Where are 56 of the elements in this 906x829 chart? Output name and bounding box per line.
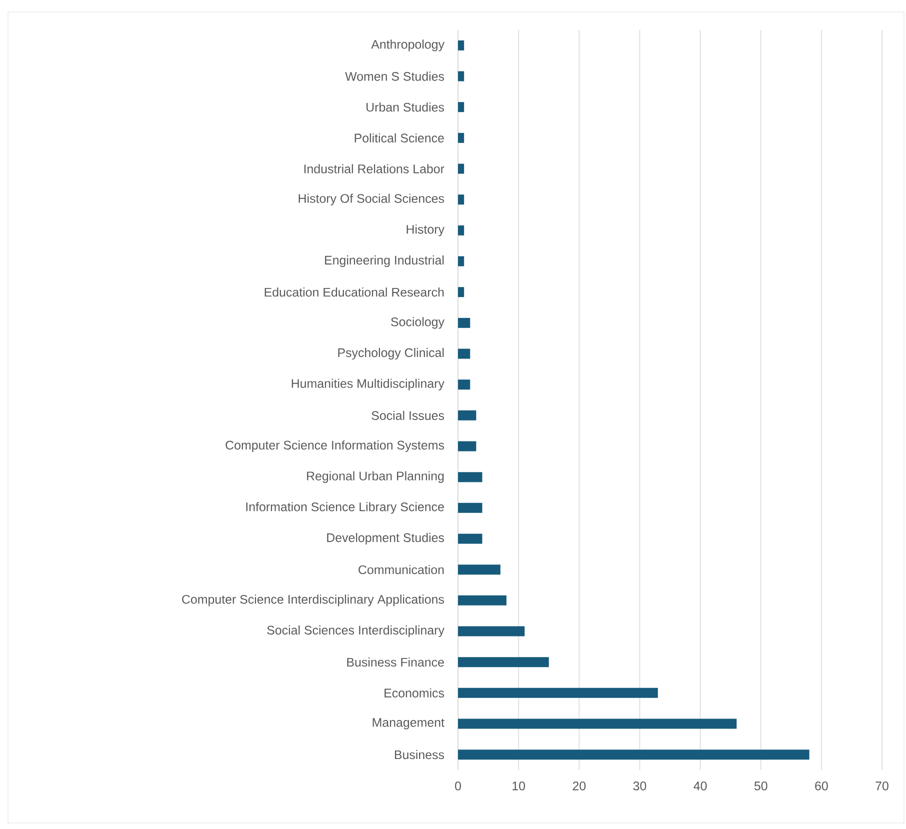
x-tick-label: 60 <box>815 782 828 790</box>
y-tick-label: Sociology <box>391 317 444 329</box>
x-tick-label: 10 <box>512 782 526 790</box>
bar <box>458 718 737 729</box>
y-tick-label: Communication <box>358 564 444 574</box>
x-tick-label: 40 <box>694 782 707 790</box>
y-tick-label: Information Science Library Science <box>246 502 444 514</box>
y-tick-label: Development Studies <box>327 532 444 545</box>
bar <box>458 287 464 298</box>
y-tick-label: Business Finance <box>347 657 444 667</box>
x-tick-label: 20 <box>572 782 586 790</box>
bar <box>458 225 464 236</box>
bar <box>458 595 506 606</box>
y-tick-label: Women S Studies <box>345 72 444 81</box>
y-tick-label: Social Issues <box>372 410 444 420</box>
bar <box>458 318 470 328</box>
bar <box>458 657 549 668</box>
y-tick-label: Regional Urban Planning <box>307 471 444 483</box>
y-tick-label: Industrial Relations Labor <box>304 164 444 174</box>
bar <box>458 441 476 452</box>
bar <box>458 348 470 359</box>
bar <box>458 534 482 544</box>
y-tick-label: Computer Science Information Systems <box>226 440 444 452</box>
bar <box>458 380 470 390</box>
bar <box>458 502 482 513</box>
bar <box>458 256 464 266</box>
bar <box>458 194 464 205</box>
y-tick-label: History Of Social Sciences <box>298 194 444 206</box>
y-tick-label: Urban Studies <box>366 102 444 112</box>
y-tick-label: Engineering Industrial <box>325 255 444 268</box>
bar <box>458 71 464 82</box>
bar <box>458 410 476 420</box>
y-tick-label: Social Sciences Interdisciplinary <box>267 625 444 638</box>
y-tick-label: Psychology Clinical <box>338 348 444 360</box>
y-tick-label: Business <box>394 750 444 760</box>
y-tick-label: Education Educational Research <box>264 287 444 297</box>
y-tick-label: Political Science <box>354 133 444 142</box>
bar <box>458 164 464 174</box>
y-tick-label: Anthropology <box>371 40 444 52</box>
bar <box>458 564 500 575</box>
bar <box>458 132 464 143</box>
bar <box>458 472 482 482</box>
y-tick-label: History <box>406 224 444 236</box>
x-tick-label: 0 <box>455 782 461 790</box>
bar <box>458 102 464 112</box>
y-tick-label: Computer Science Interdisciplinary Applications <box>182 594 444 606</box>
bar <box>458 40 464 50</box>
x-tick-label: 70 <box>876 782 888 790</box>
x-tick-label: 50 <box>754 782 768 790</box>
x-tick-label: 30 <box>633 782 646 790</box>
y-tick-label: Management <box>372 718 444 730</box>
y-tick-label: Economics <box>384 688 444 698</box>
bar <box>458 750 810 760</box>
bar <box>458 626 525 636</box>
y-tick-label: Humanities Multidisciplinary <box>292 378 444 390</box>
bar <box>458 688 658 698</box>
